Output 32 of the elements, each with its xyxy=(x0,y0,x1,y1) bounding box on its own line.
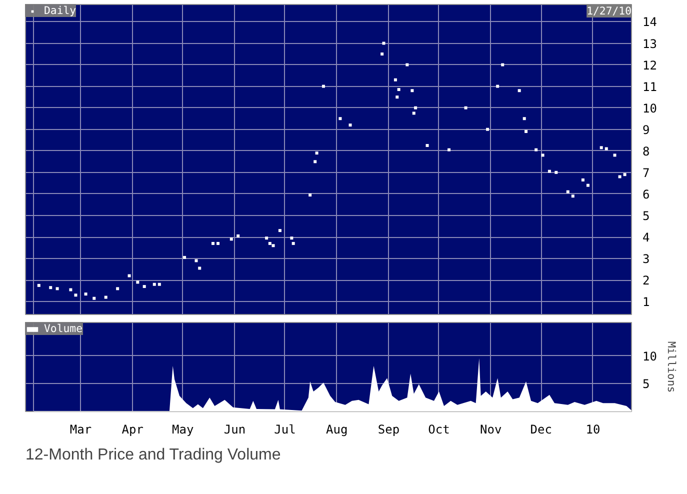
x-tick-label: Aug xyxy=(326,422,348,436)
x-tick-label: May xyxy=(172,422,194,436)
x-tick-label: Mar xyxy=(70,422,92,436)
y-tick-label: 3 xyxy=(642,252,650,266)
y-tick-label: 10 xyxy=(642,349,657,364)
y-axis-title: Millions xyxy=(664,341,678,393)
y-tick-label: 5 xyxy=(642,208,650,223)
legend-label: Daily xyxy=(44,4,76,17)
x-tick-label: Dec xyxy=(530,422,552,436)
y-tick-label: 8 xyxy=(642,144,650,158)
annotation: 1/27/10 xyxy=(586,4,632,18)
y-tick-label: 10 xyxy=(642,101,657,116)
y-tick-label: 14 xyxy=(642,15,657,30)
y-tick-label: 11 xyxy=(642,80,657,94)
y-tick-label: 1 xyxy=(642,295,650,310)
legend-label: Volume xyxy=(44,322,82,335)
x-tick-label: Jun xyxy=(224,422,246,436)
x-tick-label: Oct xyxy=(428,422,450,436)
y-tick-label: 2 xyxy=(642,274,650,288)
y-tick-label: 13 xyxy=(642,36,657,51)
y-tick-label: 12 xyxy=(642,58,657,72)
y-tick-label: 7 xyxy=(642,166,650,180)
text: 12-Month Price and Trading Volume xyxy=(26,446,281,464)
y-tick-label: 5 xyxy=(642,377,650,392)
x-tick-label: Apr xyxy=(122,422,144,436)
y-tick-label: 6 xyxy=(642,187,650,202)
x-tick-label: Nov xyxy=(480,422,502,436)
x-tick-label: 10 xyxy=(586,422,600,436)
x-tick-label: Sep xyxy=(378,422,400,436)
x-tick-label: Jul xyxy=(274,422,296,436)
y-tick-label: 9 xyxy=(642,122,650,137)
y-tick-label: 4 xyxy=(642,230,650,244)
